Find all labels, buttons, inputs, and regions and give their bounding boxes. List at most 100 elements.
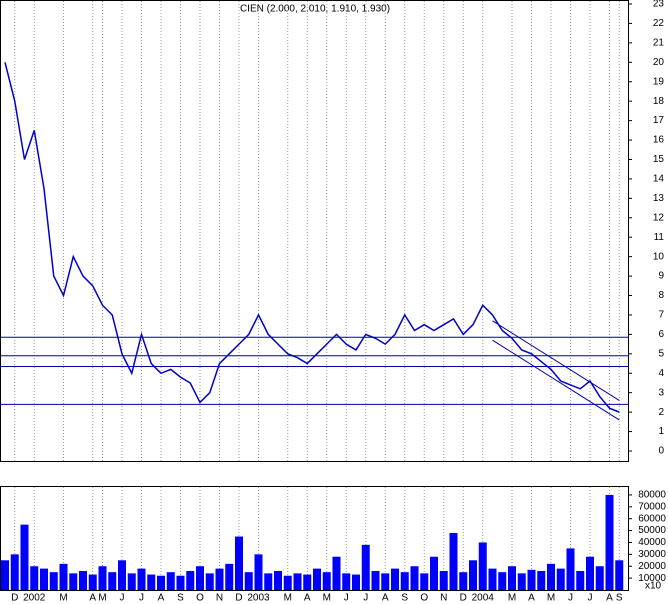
x-tick-label: 2002 <box>23 593 46 604</box>
volume-bar <box>586 556 594 590</box>
x-tick-label: O <box>196 593 204 604</box>
x-tick-label: A <box>158 593 165 604</box>
volume-bar <box>566 548 575 590</box>
volume-bar <box>79 570 87 590</box>
x-tick-label: S <box>177 593 184 604</box>
volume-bar <box>205 573 214 590</box>
y-tick-label: 5 <box>658 348 664 359</box>
volume-bar <box>517 573 526 590</box>
volume-frame <box>0 486 629 591</box>
x-tick-label: J <box>363 593 368 604</box>
x-tick-label: M <box>59 593 67 604</box>
x-tick-label: D <box>235 593 242 604</box>
volume-bar <box>498 572 507 590</box>
volume-bar <box>137 568 146 590</box>
volume-bar <box>88 574 97 590</box>
y-tick-label: 15 <box>653 154 665 165</box>
y-tick-label: 0 <box>658 446 664 457</box>
y-tick-label: 17 <box>653 115 665 126</box>
volume-bar <box>254 554 263 590</box>
y-tick-label: 6 <box>658 329 664 340</box>
x-tick-label: N <box>440 593 447 604</box>
y2-tick-label: 40000 <box>638 537 666 548</box>
volume-bar <box>605 494 614 590</box>
volume-bar <box>332 556 341 590</box>
volume-bar <box>459 572 468 590</box>
y-tick-label: 8 <box>658 290 664 301</box>
volume-bar <box>508 566 516 590</box>
volume-bar <box>127 573 136 590</box>
y-tick-label: 11 <box>654 232 665 243</box>
x-tick-label: D <box>460 593 467 604</box>
volume-bar <box>274 570 282 590</box>
y-tick-label: 18 <box>653 96 665 107</box>
y-tick-label: 1 <box>658 426 664 437</box>
volume-bar <box>576 570 585 590</box>
y-tick-label: 7 <box>658 310 664 321</box>
volume-bar <box>313 568 321 590</box>
volume-bar <box>196 566 204 590</box>
volume-bar <box>615 560 624 590</box>
volume-bar <box>488 568 497 590</box>
volume-bar <box>430 556 438 590</box>
y-tick-label: 12 <box>653 212 665 223</box>
volume-bar <box>283 575 292 590</box>
y2-tick-label: 70000 <box>638 501 666 512</box>
x-tick-label: A <box>89 593 96 604</box>
volume-bar <box>556 568 565 590</box>
x-tick-label: M <box>547 593 555 604</box>
x-tick-label: O <box>420 593 428 604</box>
x-tick-label: J <box>588 593 593 604</box>
volume-bar <box>59 563 68 590</box>
volume-bar <box>10 554 19 590</box>
volume-bar <box>1 560 9 590</box>
x-tick-label: M <box>98 593 106 604</box>
volume-bar <box>147 574 156 590</box>
x-tick-label: A <box>606 593 613 604</box>
volume-bar <box>176 575 185 590</box>
volume-bar <box>371 570 380 590</box>
x-tick-label: 2004 <box>472 593 495 604</box>
y-tick-label: 13 <box>653 193 665 204</box>
volume-bar <box>322 572 331 590</box>
x-tick-label: A <box>304 593 311 604</box>
volume-bar <box>166 572 175 590</box>
volume-bar <box>361 544 370 590</box>
x-tick-label: 2003 <box>247 593 270 604</box>
volume-bar <box>449 532 458 590</box>
volume-bar <box>527 569 536 590</box>
volume-bar <box>157 575 165 590</box>
x-tick-label: M <box>508 593 516 604</box>
volume-bar <box>293 573 302 590</box>
y-tick-label: 3 <box>658 387 664 398</box>
volume-bar <box>30 566 39 590</box>
y-tick-label: 2 <box>658 407 664 418</box>
volume-bar <box>20 524 29 590</box>
y-tick-label: 16 <box>653 135 665 146</box>
x-tick-label: J <box>568 593 573 604</box>
x-tick-label: M <box>284 593 292 604</box>
volume-bar <box>264 573 273 590</box>
volume-bar <box>98 566 107 590</box>
volume-bar <box>40 568 48 590</box>
price-frame <box>0 0 629 462</box>
y2-tick-label: 80000 <box>638 490 666 501</box>
y2-tick-label: 30000 <box>638 549 666 560</box>
y2-axis-label: x10 <box>645 581 662 592</box>
y-tick-label: 14 <box>653 174 665 185</box>
x-tick-label: A <box>528 593 535 604</box>
x-tick-label: A <box>382 593 389 604</box>
volume-bar <box>235 536 243 590</box>
trend-line <box>492 320 620 401</box>
x-tick-label: N <box>216 593 223 604</box>
y-tick-label: 22 <box>653 18 665 29</box>
volume-bar <box>537 570 546 590</box>
volume-bar <box>342 573 351 590</box>
volume-bar <box>215 568 224 590</box>
volume-bar <box>410 566 419 590</box>
x-tick-label: J <box>139 593 144 604</box>
volume-bar <box>352 574 360 590</box>
volume-bar <box>595 566 604 590</box>
